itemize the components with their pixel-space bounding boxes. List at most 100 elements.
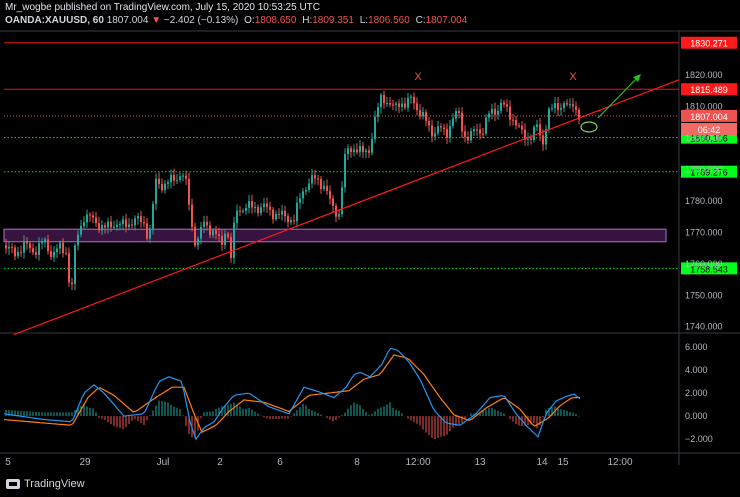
- candle-body-113: [344, 154, 346, 188]
- candle-body-75: [230, 237, 232, 258]
- candle-body-176: [533, 127, 535, 140]
- price-tick-7: 1810.000: [685, 102, 723, 112]
- candle-body-80: [245, 207, 247, 211]
- candle-body-36: [113, 226, 115, 228]
- candle-body-175: [530, 138, 532, 140]
- candle-body-133: [404, 103, 406, 108]
- candle-body-73: [224, 233, 226, 245]
- candle-body-126: [383, 95, 385, 104]
- candle-body-103: [314, 175, 316, 179]
- candle-body-51: [158, 178, 160, 185]
- candle-body-67: [206, 221, 208, 226]
- candle-body-146: [443, 127, 445, 130]
- candle-body-130: [395, 103, 397, 105]
- candle-body-6: [23, 241, 25, 253]
- candle-body-92: [281, 210, 283, 215]
- candle-body-104: [317, 178, 319, 180]
- open-value: 1808.650: [254, 15, 297, 26]
- macd-line: [3, 347, 581, 441]
- candle-body-13: [44, 239, 46, 243]
- direction-arrow: [597, 76, 639, 119]
- candle-body-17: [56, 248, 58, 252]
- current-price-tag: [681, 109, 737, 122]
- time-tick-7: 13: [474, 457, 486, 468]
- candle-body-184: [557, 103, 559, 110]
- time-tick-5: 8: [354, 457, 360, 468]
- candle-body-183: [554, 103, 556, 109]
- time-tick-1: 29: [79, 457, 91, 468]
- candle-body-95: [290, 220, 292, 223]
- candle-body-42: [131, 224, 133, 226]
- candle-body-68: [209, 225, 211, 236]
- candle-body-167: [506, 104, 508, 107]
- candle-body-4: [17, 252, 19, 257]
- candle-body-19: [62, 242, 64, 254]
- candle-body-127: [386, 103, 388, 105]
- candle-body-144: [437, 126, 439, 134]
- peak-marker-0: X: [414, 71, 422, 83]
- candle-body-182: [551, 108, 553, 110]
- candle-body-86: [263, 203, 265, 208]
- candle-body-180: [545, 129, 547, 145]
- candle-body-186: [563, 103, 565, 108]
- candle-body-24: [77, 234, 79, 246]
- candle-body-171: [518, 125, 520, 127]
- time-tick-6: 12:00: [405, 457, 430, 468]
- candle-body-37: [116, 224, 118, 227]
- symbol-legend: OANDA:XAUUSD, 60 1807.004 ▼ −2.402 (−0.1…: [5, 15, 467, 26]
- candle-body-152: [461, 112, 463, 132]
- candle-body-132: [401, 103, 403, 107]
- candle-body-162: [491, 108, 493, 114]
- time-tick-4: 6: [277, 457, 283, 468]
- candle-body-14: [47, 239, 49, 252]
- candle-body-22: [71, 282, 73, 285]
- brand-text: TradingView: [24, 478, 85, 490]
- candle-body-23: [74, 245, 76, 285]
- candle-body-109: [332, 198, 334, 206]
- tradingview-logo-icon: [6, 479, 20, 489]
- candle-body-137: [416, 103, 418, 111]
- candle-body-154: [467, 136, 469, 141]
- candle-body-49: [152, 203, 154, 229]
- candle-body-52: [161, 184, 163, 191]
- macd-tick-3: 0.000: [685, 411, 708, 421]
- candle-body-189: [572, 104, 574, 107]
- price-tick-5: 1790.000: [685, 164, 723, 174]
- candle-body-9: [32, 248, 34, 253]
- candle-body-58: [179, 176, 181, 180]
- low-label: L:: [359, 15, 369, 26]
- macd-tick-4: −2.000: [685, 434, 713, 444]
- candle-body-115: [350, 148, 352, 152]
- candle-body-178: [539, 124, 541, 136]
- candle-body-31: [98, 223, 100, 231]
- candle-body-26: [83, 222, 85, 226]
- macd-tick-1: 4.000: [685, 365, 708, 375]
- level-label-3: 1789.276: [690, 168, 728, 178]
- price-tick-2: 1760.000: [685, 259, 723, 269]
- candle-body-59: [182, 175, 184, 177]
- candle-body-81: [248, 201, 250, 208]
- candle-body-34: [107, 221, 109, 228]
- candle-body-1: [8, 246, 10, 249]
- candle-body-40: [125, 219, 127, 228]
- candle-body-191: [578, 109, 580, 120]
- current-price-label: 1807.004: [690, 112, 728, 122]
- time-tick-10: 12:00: [607, 457, 632, 468]
- candle-body-114: [347, 148, 349, 155]
- time-tick-9: 15: [557, 457, 569, 468]
- candle-body-44: [137, 216, 139, 219]
- time-tick-3: 2: [217, 457, 223, 468]
- candle-body-57: [176, 179, 178, 181]
- candle-body-89: [272, 209, 274, 220]
- macd-tick-0: 6.000: [685, 342, 708, 352]
- price-tick-3: 1770.000: [685, 227, 723, 237]
- candle-body-163: [494, 108, 496, 115]
- candle-body-141: [428, 120, 430, 126]
- footer-brand[interactable]: TradingView: [6, 478, 85, 490]
- candle-body-83: [254, 206, 256, 208]
- level-label-0: 1830.271: [690, 39, 728, 49]
- level-tag-0: [681, 36, 737, 49]
- candle-body-172: [521, 125, 523, 130]
- candle-body-78: [239, 210, 241, 212]
